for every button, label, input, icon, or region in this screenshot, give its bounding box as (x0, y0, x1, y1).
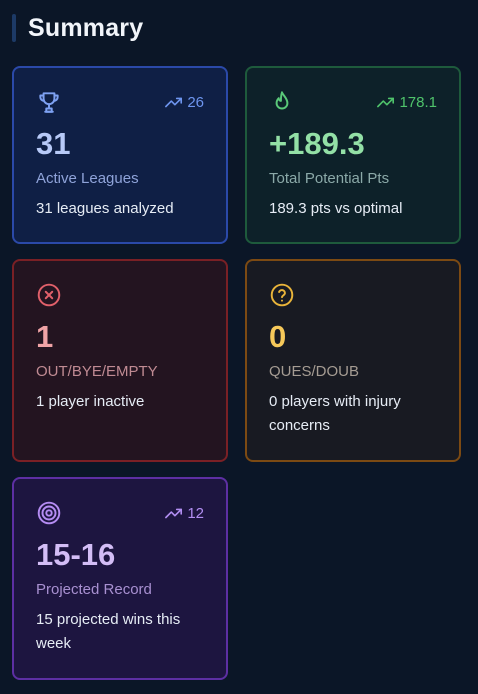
stat-description: 15 projected wins this week (36, 611, 181, 652)
stat-value: 1 (36, 319, 54, 354)
stat-value: 31 (36, 126, 71, 161)
stat-label: OUT/BYE/EMPTY (36, 363, 158, 380)
target-icon (37, 501, 61, 525)
page-title: Summary (28, 13, 144, 42)
x-circle-icon (37, 283, 61, 307)
title-accent-bar (12, 14, 16, 42)
stat-value: +189.3 (269, 126, 365, 161)
question-circle-icon (270, 283, 294, 307)
trend-value: 12 (187, 504, 204, 522)
stat-description: 1 player inactive (36, 393, 145, 410)
stat-value: 15-16 (36, 537, 116, 572)
projected-record-card[interactable]: 12 15-16 Projected Record 15 projected w… (12, 477, 228, 680)
active-leagues-card[interactable]: 26 31 Active Leagues 31 leagues analyzed (12, 66, 228, 244)
stat-description: 189.3 pts vs optimal (269, 200, 403, 217)
trending-up-icon (377, 97, 395, 108)
trend-indicator: 12 (165, 505, 204, 522)
trend-value: 26 (187, 93, 204, 111)
ques-doub-card[interactable]: 0 QUES/DOUB 0 players with injury concer… (245, 259, 461, 462)
trending-up-icon (165, 508, 183, 519)
stat-label: QUES/DOUB (269, 363, 360, 380)
stat-value: 0 (269, 319, 287, 354)
stat-label: Projected Record (36, 581, 152, 598)
stat-label: Total Potential Pts (269, 170, 390, 187)
stat-description: 0 players with injury concerns (269, 393, 401, 434)
trend-indicator: 178.1 (377, 94, 437, 111)
trend-indicator: 26 (165, 94, 204, 111)
stat-label: Active Leagues (36, 170, 139, 187)
total-potential-pts-card[interactable]: 178.1 +189.3 Total Potential Pts 189.3 p… (245, 66, 461, 244)
trend-value: 178.1 (399, 93, 437, 111)
out-bye-empty-card[interactable]: 1 OUT/BYE/EMPTY 1 player inactive (12, 259, 228, 462)
flame-icon (275, 91, 289, 110)
summary-header: Summary (12, 12, 143, 44)
trending-up-icon (165, 97, 183, 108)
trophy-icon (39, 92, 59, 113)
stat-description: 31 leagues analyzed (36, 200, 174, 217)
